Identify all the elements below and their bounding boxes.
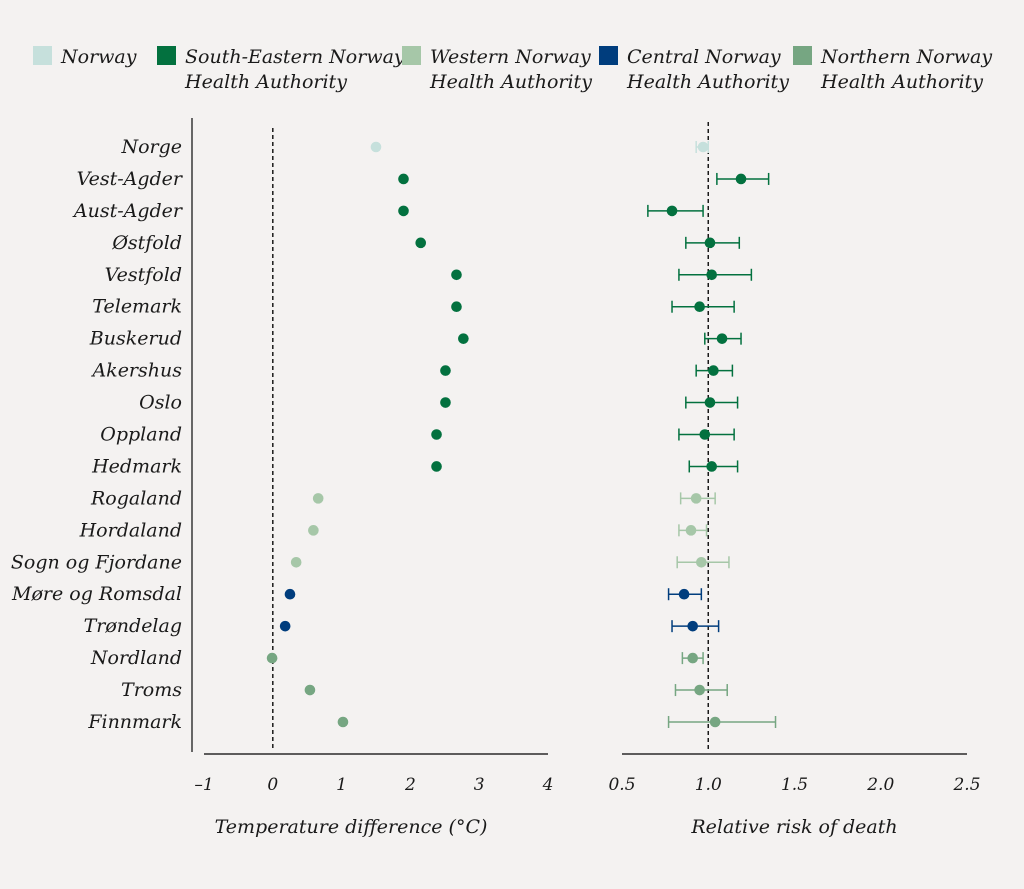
temperature-data-point: [312, 493, 324, 504]
temperature-tick-label: 0: [267, 775, 278, 795]
legend-label-west: Western Norway: [430, 46, 591, 68]
category-label: Vestfold: [105, 264, 182, 286]
legend-label-central: Central Norway: [627, 46, 781, 68]
temperature-data-point: [398, 173, 409, 185]
category-label: Sogn og Fjordane: [11, 551, 182, 573]
legend-label-west-line2: Health Authority: [429, 71, 592, 93]
risk-data-point: [708, 365, 719, 376]
category-label: Oppland: [100, 423, 182, 445]
category-label: Akershus: [90, 360, 182, 382]
legend-label-north: Northern Norway: [820, 46, 992, 68]
risk-data-point: [687, 652, 699, 664]
category-label: Aust-Agder: [72, 200, 184, 222]
temperature-data-point: [398, 205, 409, 217]
risk-data-point: [678, 588, 690, 600]
temperature-data-point: [308, 525, 319, 536]
category-label: Rogaland: [90, 487, 182, 509]
category-label: Hedmark: [91, 455, 182, 477]
risk-axis-title: Relative risk of death: [690, 816, 897, 838]
risk-tick-label: 1.0: [695, 775, 722, 795]
temperature-data-point: [440, 397, 451, 408]
temperature-data-point: [337, 716, 349, 728]
risk-tick-label: 2.0: [866, 775, 894, 795]
category-label: Oslo: [139, 392, 182, 414]
temperature-tick-label: 3: [474, 775, 485, 795]
risk-tick-label: 2.5: [952, 775, 980, 795]
temperature-data-point: [266, 652, 278, 664]
risk-data-point: [685, 525, 697, 536]
risk-data-point: [704, 237, 716, 249]
temperature-data-point: [304, 684, 316, 696]
temperature-data-point: [451, 269, 462, 281]
temperature-tick-label: –1: [194, 775, 213, 795]
temperature-tick-label: 1: [336, 775, 347, 795]
risk-data-point: [694, 684, 705, 696]
temperature-data-point: [458, 333, 469, 344]
category-label: Troms: [121, 679, 182, 701]
temperature-tick-label: 2: [404, 775, 416, 795]
risk-data-point: [709, 716, 721, 728]
legend-label-south_east: South-Eastern Norway: [185, 46, 405, 68]
risk-data-point: [666, 205, 678, 217]
risk-data-point: [704, 397, 716, 408]
legend-label-south_east-line2: Health Authority: [184, 71, 347, 93]
risk-data-point: [716, 333, 728, 344]
category-label: Finnmark: [87, 711, 182, 733]
temperature-data-point: [279, 620, 291, 632]
risk-data-point: [706, 269, 717, 281]
category-label: Telemark: [92, 296, 182, 318]
legend-swatch-north: [793, 46, 812, 65]
risk-data-point: [690, 493, 702, 504]
risk-data-point: [706, 461, 717, 472]
temperature-tick-label: 4: [542, 775, 554, 795]
temperature-data-point: [431, 429, 442, 440]
category-label: Hordaland: [79, 519, 182, 541]
legend-swatch-west: [402, 46, 421, 65]
category-label: Trøndelag: [84, 615, 182, 637]
legend-swatch-norway: [33, 46, 52, 65]
risk-data-point: [699, 429, 711, 440]
risk-tick-label: 0.5: [608, 775, 635, 795]
legend-swatch-south_east: [157, 46, 176, 65]
temperature-data-point: [290, 556, 302, 568]
legend-label-norway: Norway: [60, 46, 137, 68]
category-label: Møre og Romsdal: [11, 583, 182, 605]
category-label: Nordland: [90, 647, 182, 669]
category-label: Norge: [120, 136, 182, 158]
temperature-data-point: [431, 461, 442, 472]
category-label: Buskerud: [89, 328, 182, 350]
category-label: Østfold: [111, 232, 182, 254]
category-label: Vest-Agder: [77, 168, 184, 190]
temperature-data-point: [451, 301, 462, 313]
risk-data-point: [735, 173, 747, 185]
risk-data-point: [696, 556, 707, 568]
risk-tick-label: 1.5: [781, 775, 808, 795]
temperature-data-point: [415, 237, 427, 249]
temperature-axis-title: Temperature difference (°C): [215, 816, 488, 838]
legend-label-central-line2: Health Authority: [626, 71, 789, 93]
temperature-data-point: [284, 588, 296, 600]
temperature-data-point: [370, 141, 382, 153]
legend-swatch-central: [599, 46, 618, 65]
legend-label-north-line2: Health Authority: [820, 71, 983, 93]
risk-data-point: [694, 301, 705, 313]
risk-data-point: [687, 620, 699, 632]
temperature-data-point: [440, 365, 451, 376]
risk-data-point: [697, 141, 709, 153]
